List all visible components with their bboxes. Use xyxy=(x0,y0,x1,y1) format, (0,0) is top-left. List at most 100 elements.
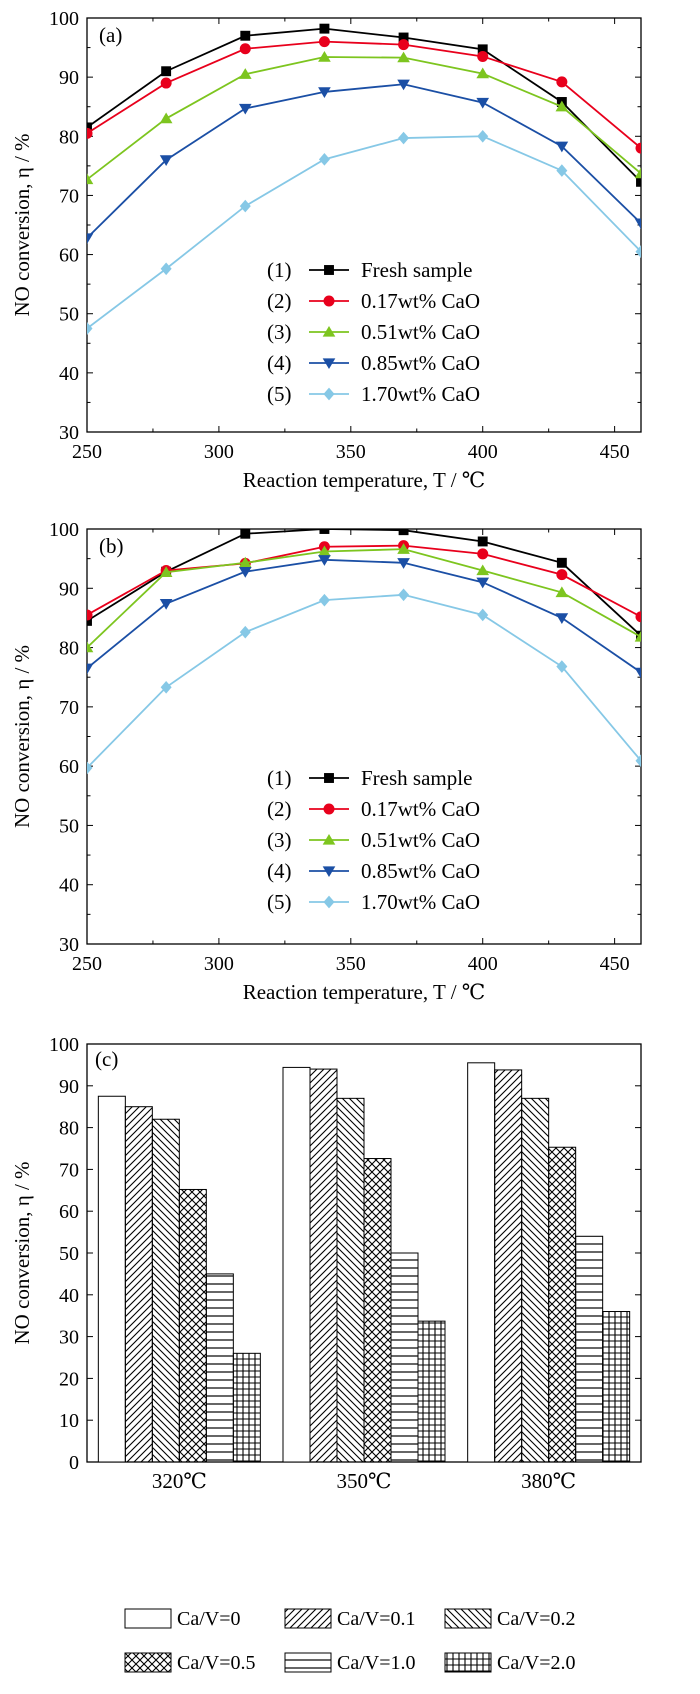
y-tick-label: 40 xyxy=(59,875,79,897)
bar-ca-v-1-0 xyxy=(205,1273,234,1463)
x-tick-label: 350℃ xyxy=(337,1469,392,1493)
bar-ca-v-0 xyxy=(282,1066,311,1463)
legend-index: (5) xyxy=(267,382,292,406)
bar-ca-v-2-0 xyxy=(602,1311,631,1463)
data-point-0-85wt-cao xyxy=(476,577,490,589)
legend-label: 0.51wt% CaO xyxy=(361,828,480,852)
legend-index: (4) xyxy=(267,351,292,375)
data-point-0-85wt-cao xyxy=(397,558,410,569)
data-point-1-70wt-cao xyxy=(477,129,489,143)
data-point-1-70wt-cao xyxy=(477,608,489,622)
legend-index: (1) xyxy=(267,258,292,282)
y-tick-label: 70 xyxy=(59,1159,79,1181)
data-point-0-85wt-cao xyxy=(238,103,252,115)
legend-label: 0.85wt% CaO xyxy=(361,859,480,883)
y-tick-label: 40 xyxy=(59,363,79,385)
y-tick-label: 30 xyxy=(59,934,79,956)
bar-ca-v-2-0 xyxy=(232,1352,261,1463)
data-point-fresh-sample xyxy=(398,32,409,43)
legend-label: Ca/V=0.2 xyxy=(497,1608,576,1630)
data-point-fresh-sample xyxy=(161,66,172,77)
bar-ca-v-0-5 xyxy=(363,1158,392,1463)
data-point-0-85wt-cao xyxy=(238,567,252,578)
data-point-0-51wt-cao xyxy=(87,173,94,185)
y-tick-label: 100 xyxy=(49,1034,79,1056)
y-tick-label: 20 xyxy=(59,1368,79,1390)
data-point-0-51wt-cao xyxy=(397,543,410,554)
legend-swatch-ca-v-0-2 xyxy=(444,1608,492,1629)
panel-a-line-chart: 250 300 350 400 450 30 40 50 60 70 80 90 100 Reaction… xyxy=(10,8,642,492)
data-point-0-51wt-cao xyxy=(318,50,331,62)
y-tick-label: 60 xyxy=(59,756,79,778)
data-point-fresh-sample xyxy=(87,615,92,626)
legend-marker-0-85wt-cao xyxy=(322,866,336,878)
data-point-fresh-sample xyxy=(477,44,488,55)
legend-label: 0.17wt% CaO xyxy=(361,797,480,821)
y-tick-label: 30 xyxy=(59,1327,79,1349)
data-point-fresh-sample xyxy=(636,176,641,187)
y-tick-label: 80 xyxy=(59,1118,79,1140)
data-point-0-17wt-cao xyxy=(318,36,330,48)
data-point-0-85wt-cao xyxy=(318,555,331,566)
y-tick-label: 80 xyxy=(59,126,79,148)
legend-marker-1-70wt-cao xyxy=(323,895,335,909)
data-point-fresh-sample xyxy=(87,122,92,133)
y-axis-label: NO conversion, η / % xyxy=(10,133,34,316)
data-point-0-51wt-cao xyxy=(159,566,173,577)
data-point-0-85wt-cao xyxy=(476,97,490,109)
x-axis-label: Reaction temperature, T / ℃ xyxy=(243,980,486,1004)
legend-label: Ca/V=1.0 xyxy=(337,1652,416,1674)
y-tick-label: 40 xyxy=(59,1285,79,1307)
legend-swatch-ca-v-1-0 xyxy=(284,1652,332,1673)
legend-label: Ca/V=0.1 xyxy=(337,1608,416,1630)
data-point-0-17wt-cao xyxy=(239,43,251,55)
y-tick-label: 70 xyxy=(59,697,79,719)
panel-label: (c) xyxy=(95,1047,118,1071)
data-point-0-51wt-cao xyxy=(476,67,490,79)
data-point-0-51wt-cao xyxy=(555,586,569,598)
data-point-0-17wt-cao xyxy=(87,609,93,621)
data-point-fresh-sample xyxy=(319,529,330,534)
data-point-1-70wt-cao xyxy=(556,660,568,673)
data-point-0-85wt-cao xyxy=(159,599,173,610)
x-tick-label: 320℃ xyxy=(152,1469,207,1493)
panel-c-bar-chart: 0 10 20 30 40 50 60 70 80 90 100 NO conversion, η /… xyxy=(10,1034,642,1674)
data-point-1-70wt-cao xyxy=(318,153,330,166)
legend-swatch-ca-v-0-1 xyxy=(284,1608,332,1629)
bar-ca-v-0-5 xyxy=(548,1146,577,1463)
data-point-1-70wt-cao xyxy=(635,245,641,258)
data-point-0-85wt-cao xyxy=(634,667,641,679)
legend-label: Ca/V=0 xyxy=(177,1608,241,1630)
data-point-1-70wt-cao xyxy=(87,761,93,775)
bar-ca-v-0-5 xyxy=(178,1188,207,1463)
legend-label: 0.85wt% CaO xyxy=(361,351,480,375)
data-point-fresh-sample xyxy=(556,557,567,568)
data-point-0-85wt-cao xyxy=(159,155,173,166)
data-point-0-51wt-cao xyxy=(555,100,569,112)
data-point-1-70wt-cao xyxy=(160,680,172,694)
legend-label: 0.51wt% CaO xyxy=(361,320,480,344)
y-tick-label: 90 xyxy=(59,67,79,89)
legend-label: Fresh sample xyxy=(361,766,472,790)
data-point-fresh-sample xyxy=(398,529,409,536)
y-tick-label: 90 xyxy=(59,1076,79,1098)
series-line-0-17wt-cao xyxy=(87,544,641,618)
bar-ca-v-0-1 xyxy=(494,1069,523,1463)
y-tick-label: 70 xyxy=(59,185,79,207)
data-point-0-17wt-cao xyxy=(635,142,641,154)
y-tick-label: 100 xyxy=(49,519,79,541)
data-point-fresh-sample xyxy=(240,30,251,41)
y-tick-label: 50 xyxy=(59,815,79,837)
data-point-0-85wt-cao xyxy=(318,87,331,98)
legend-marker-0-17wt-cao xyxy=(323,295,335,307)
y-tick-label: 90 xyxy=(59,578,79,600)
x-tick-label: 250 xyxy=(72,441,102,463)
legend-marker-0-51wt-cao xyxy=(322,833,336,845)
x-tick-label: 400 xyxy=(468,441,498,463)
y-tick-label: 30 xyxy=(59,422,79,444)
legend-label: 0.17wt% CaO xyxy=(361,289,480,313)
x-tick-label: 450 xyxy=(600,441,630,463)
legend-label: Ca/V=0.5 xyxy=(177,1652,256,1674)
y-axis-label: NO conversion, η / % xyxy=(10,1161,34,1344)
